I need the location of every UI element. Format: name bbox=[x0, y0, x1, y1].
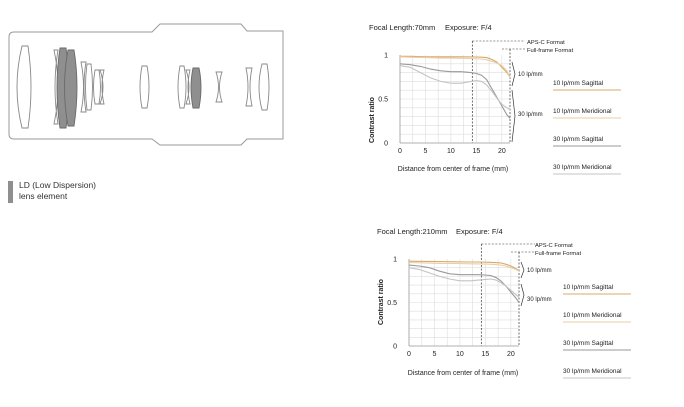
series-line-1 bbox=[408, 261, 520, 272]
x-tick-label: 0 bbox=[398, 148, 402, 155]
ld-legend-line1: LD (Low Dispersion) bbox=[19, 180, 96, 190]
series-line-3 bbox=[408, 267, 520, 298]
series-line-1 bbox=[399, 56, 511, 79]
legend-label-1: 10 lp/mm Meridional bbox=[553, 108, 612, 115]
legend-label-0: 10 lp/mm Sagittal bbox=[563, 284, 614, 291]
chart-y-axis-label: Contrast ratio bbox=[369, 97, 376, 143]
x-tick-label: 5 bbox=[433, 351, 437, 358]
lens-element-12 bbox=[258, 63, 270, 111]
lens-construction-diagram bbox=[8, 23, 284, 146]
fullframe-format-label: Full-frame Format bbox=[535, 251, 581, 257]
x-tick-label: 5 bbox=[424, 148, 428, 155]
bracket-label-30lp: 30 lp/mm bbox=[518, 112, 543, 118]
chart-header-focal: Focal Length:210mm bbox=[377, 227, 447, 236]
x-tick-label: 20 bbox=[498, 148, 506, 155]
bracket-label-10lp: 10 lp/mm bbox=[527, 268, 552, 274]
ld-legend-text: LD (Low Dispersion) lens element bbox=[19, 180, 96, 201]
lens-element-6 bbox=[99, 69, 105, 105]
lens-element-4 bbox=[85, 63, 93, 111]
x-tick-label: 10 bbox=[456, 351, 464, 358]
y-tick-label: 0 bbox=[393, 344, 397, 351]
bracket-10lp bbox=[520, 261, 525, 279]
chart-header-exposure: Exposure: F/4 bbox=[456, 227, 503, 236]
lens-element-ld-2 bbox=[64, 49, 78, 127]
lens-element-3 bbox=[80, 61, 87, 113]
lens-element-ld-3 bbox=[190, 67, 202, 109]
ld-legend: LD (Low Dispersion) lens element bbox=[8, 180, 148, 206]
y-tick-label: 1 bbox=[393, 257, 397, 264]
bracket-30lp bbox=[511, 89, 516, 143]
legend-label-3: 30 lp/mm Meridional bbox=[563, 368, 622, 375]
x-tick-label: 20 bbox=[507, 351, 515, 358]
chart-header-exposure: Exposure: F/4 bbox=[445, 23, 492, 32]
legend-label-2: 30 lp/mm Sagittal bbox=[563, 340, 614, 347]
chart-x-axis-label: Distance from center of frame (mm) bbox=[398, 166, 508, 173]
y-tick-label: 0 bbox=[384, 141, 388, 148]
series-line-0 bbox=[408, 260, 520, 271]
lens-barrel-outline bbox=[8, 23, 284, 146]
series-line-2 bbox=[399, 63, 511, 119]
chart-header-focal: Focal Length:70mm bbox=[369, 23, 435, 32]
x-tick-label: 15 bbox=[472, 148, 480, 155]
legend-label-0: 10 lp/mm Sagittal bbox=[553, 80, 604, 87]
x-tick-label: 0 bbox=[407, 351, 411, 358]
y-tick-label: 0.5 bbox=[387, 300, 397, 307]
apsc-format-label: APS-C Format bbox=[527, 40, 565, 46]
lens-element-5 bbox=[93, 69, 101, 105]
chart-x-axis-label: Distance from center of frame (mm) bbox=[408, 370, 518, 377]
apsc-format-label: APS-C Format bbox=[535, 243, 573, 249]
y-tick-label: 0.5 bbox=[378, 97, 388, 104]
bracket-30lp bbox=[520, 283, 525, 307]
bracket-label-30lp: 30 lp/mm bbox=[527, 297, 552, 303]
series-line-3 bbox=[399, 65, 511, 111]
ld-legend-line2: lens element bbox=[19, 190, 68, 201]
legend-label-1: 10 lp/mm Meridional bbox=[563, 312, 622, 319]
bracket-10lp bbox=[511, 61, 516, 87]
chart-y-axis-label: Contrast ratio bbox=[378, 279, 385, 325]
legend-label-3: 30 lp/mm Meridional bbox=[553, 164, 612, 171]
y-tick-label: 1 bbox=[384, 53, 388, 60]
series-line-2 bbox=[408, 264, 520, 303]
x-tick-label: 10 bbox=[447, 148, 455, 155]
legend-label-2: 30 lp/mm Sagittal bbox=[553, 136, 604, 143]
ld-legend-swatch bbox=[8, 181, 13, 203]
lens-element-8 bbox=[177, 65, 187, 109]
series-line-0 bbox=[400, 55, 511, 78]
lens-element-10 bbox=[215, 71, 223, 103]
lens-element-9 bbox=[185, 69, 191, 105]
lens-element-11 bbox=[245, 67, 253, 107]
x-tick-label: 15 bbox=[481, 351, 489, 358]
fullframe-format-label: Full-frame Format bbox=[527, 48, 573, 54]
lens-element-7 bbox=[139, 65, 150, 109]
bracket-label-10lp: 10 lp/mm bbox=[518, 72, 543, 78]
lens-element-1 bbox=[16, 45, 32, 129]
